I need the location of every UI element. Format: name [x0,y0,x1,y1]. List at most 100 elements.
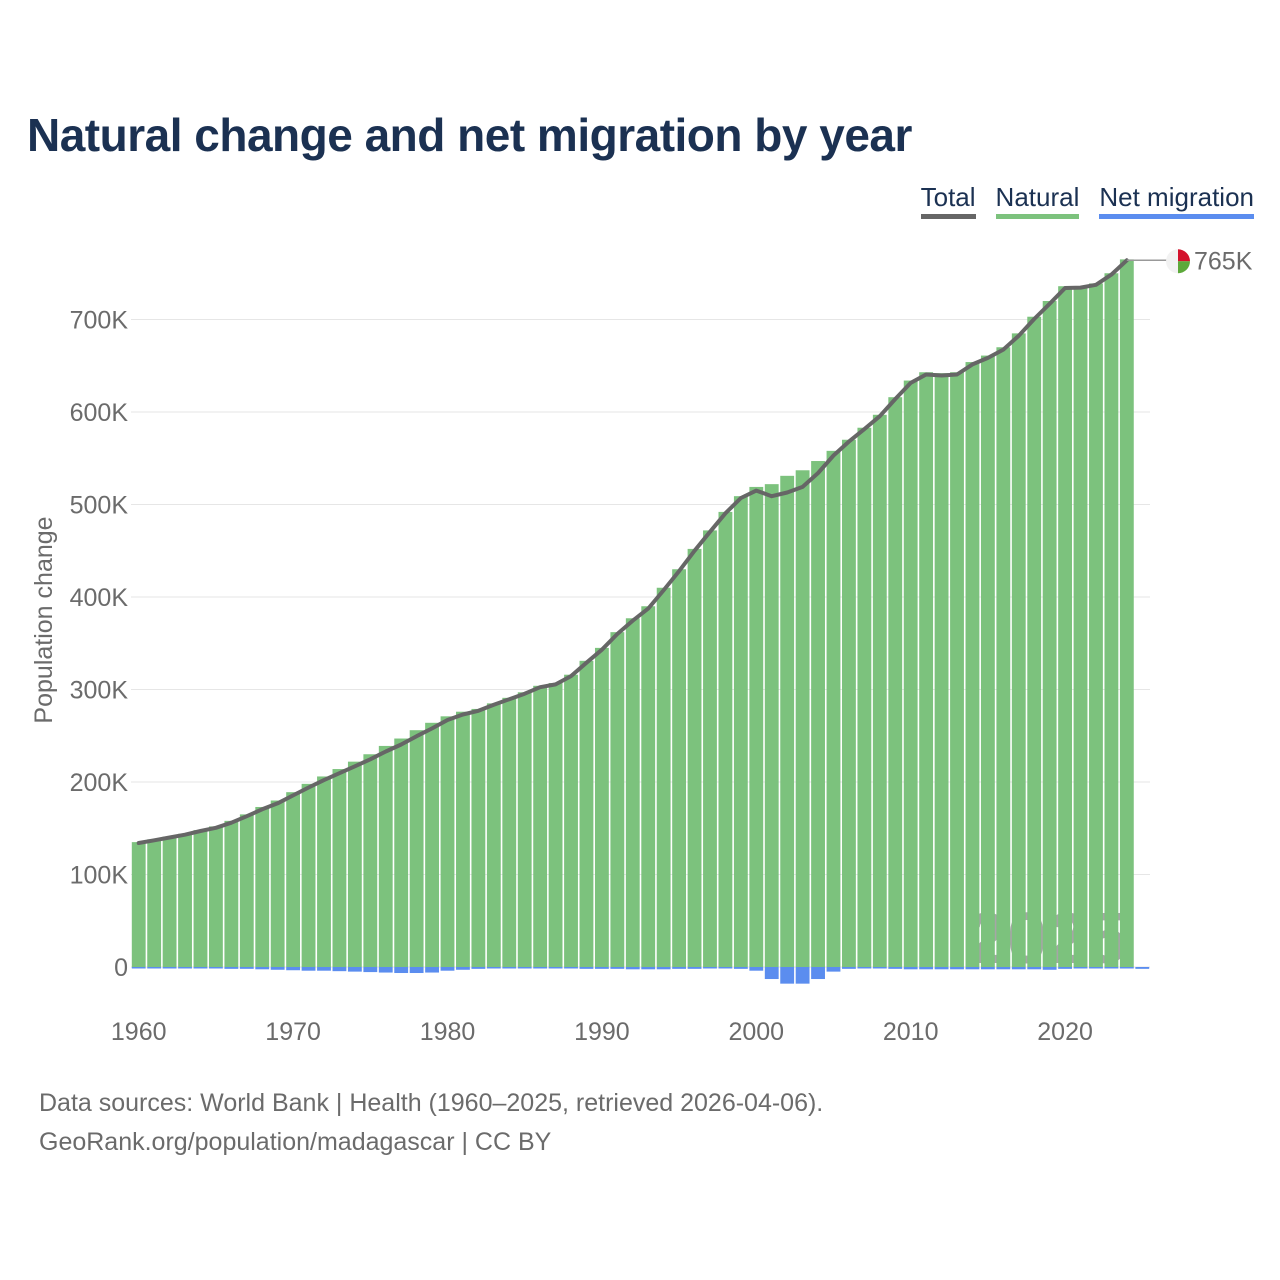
bar-natural[interactable] [1042,301,1057,967]
bar-net-migration[interactable] [1042,967,1057,970]
bar-net-migration[interactable] [811,967,825,980]
bar-natural[interactable] [456,711,470,967]
bar-natural[interactable] [903,380,918,967]
bar-net-migration[interactable] [1073,967,1088,969]
bar-net-migration[interactable] [317,967,331,971]
bar-natural[interactable] [193,830,208,967]
bar-natural[interactable] [332,769,347,967]
bar-net-migration[interactable] [131,967,146,969]
bar-net-migration[interactable] [903,967,918,970]
bar-net-migration[interactable] [208,967,223,969]
bar-net-migration[interactable] [363,967,378,973]
bar-natural[interactable] [363,754,378,967]
bar-natural[interactable] [208,826,223,967]
bar-net-migration[interactable] [687,967,702,969]
bar-net-migration[interactable] [409,967,424,974]
bar-net-migration[interactable] [548,967,563,969]
bar-natural[interactable] [718,511,733,967]
bar-natural[interactable] [594,647,609,967]
bar-natural[interactable] [780,475,795,967]
bar-net-migration[interactable] [147,967,162,969]
bar-net-migration[interactable] [1027,967,1042,970]
bar-net-migration[interactable] [270,967,285,970]
bar-net-migration[interactable] [672,967,687,969]
bar-natural[interactable] [502,697,517,967]
bar-net-migration[interactable] [733,967,748,969]
bar-natural[interactable] [888,397,903,967]
bar-natural[interactable] [672,569,687,967]
bar-natural[interactable] [733,496,748,967]
bar-net-migration[interactable] [980,967,995,970]
bar-net-migration[interactable] [1119,967,1134,969]
bar-natural[interactable] [656,587,671,967]
legend-net-migration[interactable]: Net migration [1099,182,1254,219]
bar-natural[interactable] [471,708,486,967]
bar-natural[interactable] [641,606,656,967]
bar-net-migration[interactable] [780,967,795,984]
bar-net-migration[interactable] [1011,967,1026,970]
bar-natural[interactable] [394,738,409,967]
bar-net-migration[interactable] [239,967,254,969]
bar-natural[interactable] [965,362,980,967]
bar-net-migration[interactable] [1135,967,1150,969]
bar-natural[interactable] [1027,316,1042,968]
bar-natural[interactable] [425,722,439,967]
bar-natural[interactable] [409,730,424,967]
bar-natural[interactable] [795,470,810,967]
bar-natural[interactable] [1058,286,1073,967]
legend-total[interactable]: Total [920,182,976,219]
bar-natural[interactable] [131,842,146,967]
bar-natural[interactable] [749,486,764,967]
bar-natural[interactable] [317,776,331,967]
bar-natural[interactable] [564,674,578,967]
bar-net-migration[interactable] [842,967,856,969]
bar-natural[interactable] [980,355,995,967]
bar-net-migration[interactable] [425,967,439,973]
bar-natural[interactable] [286,792,301,967]
bar-natural[interactable] [440,716,455,967]
bar-net-migration[interactable] [718,967,733,969]
bar-net-migration[interactable] [965,967,980,970]
bar-natural[interactable] [1073,286,1088,967]
bar-net-migration[interactable] [533,967,548,969]
bar-net-migration[interactable] [1104,967,1119,969]
bar-natural[interactable] [625,618,640,967]
bar-natural[interactable] [950,372,964,968]
bar-net-migration[interactable] [224,967,239,969]
bar-net-migration[interactable] [934,967,949,970]
bar-natural[interactable] [1011,333,1026,967]
bar-net-migration[interactable] [579,967,594,969]
bar-natural[interactable] [1119,259,1134,967]
bar-net-migration[interactable] [286,967,301,971]
bar-natural[interactable] [347,761,362,967]
bar-natural[interactable] [486,703,501,967]
bar-net-migration[interactable] [332,967,347,972]
bar-net-migration[interactable] [749,967,764,971]
bar-net-migration[interactable] [594,967,609,969]
bar-net-migration[interactable] [301,967,316,971]
bar-natural[interactable] [919,372,934,968]
bar-natural[interactable] [548,683,563,967]
bar-net-migration[interactable] [162,967,177,969]
bar-net-migration[interactable] [347,967,362,972]
bar-net-migration[interactable] [193,967,208,969]
bar-natural[interactable] [378,745,393,967]
bar-natural[interactable] [1089,283,1103,967]
bar-net-migration[interactable] [564,967,578,969]
bar-net-migration[interactable] [378,967,393,973]
bar-natural[interactable] [162,836,177,967]
bar-natural[interactable] [764,484,779,967]
bar-natural[interactable] [872,414,887,967]
bar-natural[interactable] [517,692,532,967]
bar-net-migration[interactable] [656,967,671,970]
legend-natural[interactable]: Natural [995,182,1080,219]
bar-net-migration[interactable] [502,967,517,969]
bar-natural[interactable] [255,806,270,967]
bar-natural[interactable] [934,373,949,967]
bar-net-migration[interactable] [826,967,841,972]
bar-natural[interactable] [610,632,625,967]
bar-net-migration[interactable] [471,967,486,969]
bar-net-migration[interactable] [857,967,872,969]
bar-natural[interactable] [687,548,702,967]
bar-net-migration[interactable] [641,967,656,970]
